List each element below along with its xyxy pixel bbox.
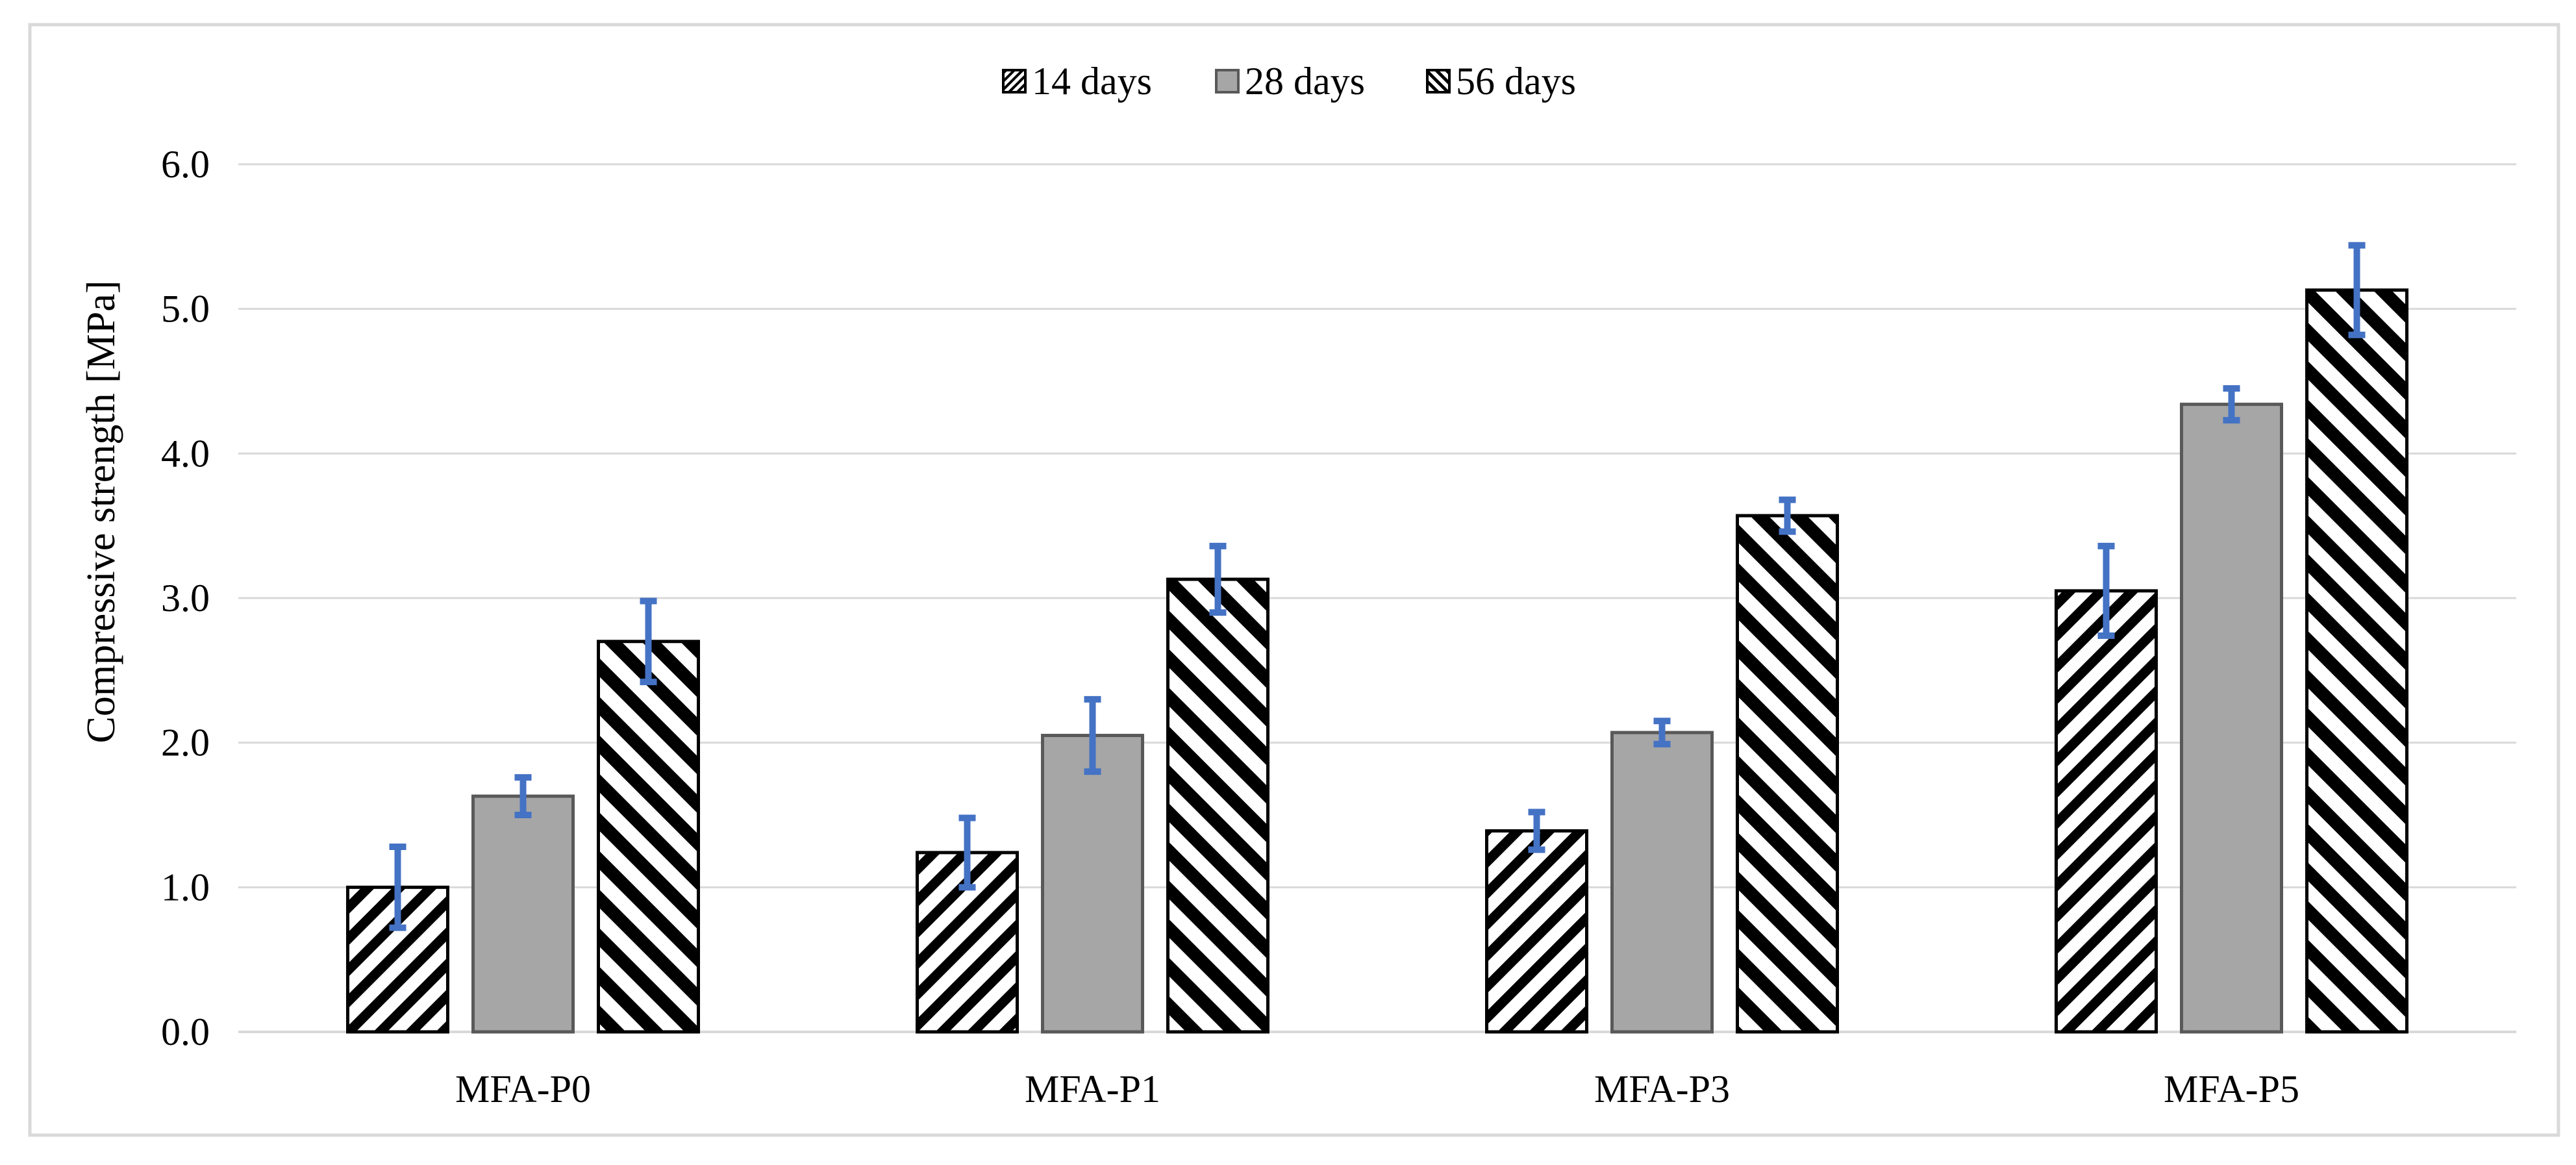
x-tick-label: MFA-P0 bbox=[455, 1068, 591, 1110]
bar-14-days-MFA-P5 bbox=[2055, 589, 2158, 1034]
bar-56-days-MFA-P1 bbox=[1166, 577, 1269, 1034]
legend-swatch bbox=[1215, 69, 1240, 94]
y-tick-label: 6.0 bbox=[161, 143, 210, 186]
x-tick-label: MFA-P5 bbox=[2164, 1068, 2299, 1110]
bars bbox=[346, 288, 2408, 1034]
y-axis-title: Compressive strength [MPa] bbox=[79, 281, 123, 744]
bar-56-days-MFA-P0 bbox=[597, 640, 700, 1034]
error-bar-28-days-MFA-P1 bbox=[1084, 695, 1101, 775]
legend-item-56-days: 56 days bbox=[1426, 60, 1576, 103]
error-bar-28-days-MFA-P5 bbox=[2223, 385, 2240, 424]
legend-swatch bbox=[1426, 69, 1451, 94]
error-bar-14-days-MFA-P0 bbox=[389, 843, 406, 931]
y-tick-label: 3.0 bbox=[161, 577, 210, 620]
y-tick-label: 1.0 bbox=[161, 866, 210, 908]
legend: 14 days 28 days 56 days bbox=[1002, 60, 1576, 103]
bar-28-days-MFA-P1 bbox=[1041, 734, 1144, 1034]
error-bar-56-days-MFA-P5 bbox=[2348, 242, 2366, 338]
error-bar-56-days-MFA-P1 bbox=[1209, 542, 1227, 616]
y-tick-label: 0.0 bbox=[161, 1010, 210, 1053]
y-tick-label: 4.0 bbox=[161, 432, 210, 475]
y-tick-label: 2.0 bbox=[161, 721, 210, 764]
legend-label: 56 days bbox=[1456, 60, 1576, 103]
error-bar-14-days-MFA-P1 bbox=[958, 814, 976, 891]
bar-14-days-MFA-P3 bbox=[1485, 829, 1588, 1034]
legend-swatch bbox=[1002, 69, 1027, 94]
x-axis: MFA-P0 MFA-P1 MFA-P3 MFA-P5 bbox=[455, 1068, 2299, 1110]
error-bar-56-days-MFA-P0 bbox=[640, 597, 657, 686]
legend-label: 14 days bbox=[1032, 60, 1152, 103]
error-bar-14-days-MFA-P3 bbox=[1528, 808, 1545, 853]
y-tick-label: 5.0 bbox=[161, 288, 210, 331]
legend-item-14-days: 14 days bbox=[1002, 60, 1152, 103]
bar-28-days-MFA-P3 bbox=[1610, 731, 1714, 1034]
legend-item-28-days: 28 days bbox=[1215, 60, 1365, 103]
x-tick-label: MFA-P3 bbox=[1594, 1068, 1730, 1110]
bar-28-days-MFA-P5 bbox=[2180, 403, 2283, 1034]
error-bar-56-days-MFA-P3 bbox=[1779, 496, 1796, 535]
bar-56-days-MFA-P5 bbox=[2305, 288, 2408, 1034]
error-bar-28-days-MFA-P3 bbox=[1653, 718, 1671, 747]
bar-28-days-MFA-P0 bbox=[471, 794, 575, 1034]
bar-56-days-MFA-P3 bbox=[1736, 514, 1839, 1034]
legend-label: 28 days bbox=[1245, 60, 1365, 103]
error-bars bbox=[389, 242, 2366, 931]
error-bar-28-days-MFA-P0 bbox=[514, 774, 532, 818]
x-tick-label: MFA-P1 bbox=[1025, 1068, 1160, 1110]
y-axis: 0.0 1.0 2.0 3.0 4.0 5.0 6.0 bbox=[161, 143, 210, 1053]
error-bar-14-days-MFA-P5 bbox=[2097, 542, 2115, 639]
